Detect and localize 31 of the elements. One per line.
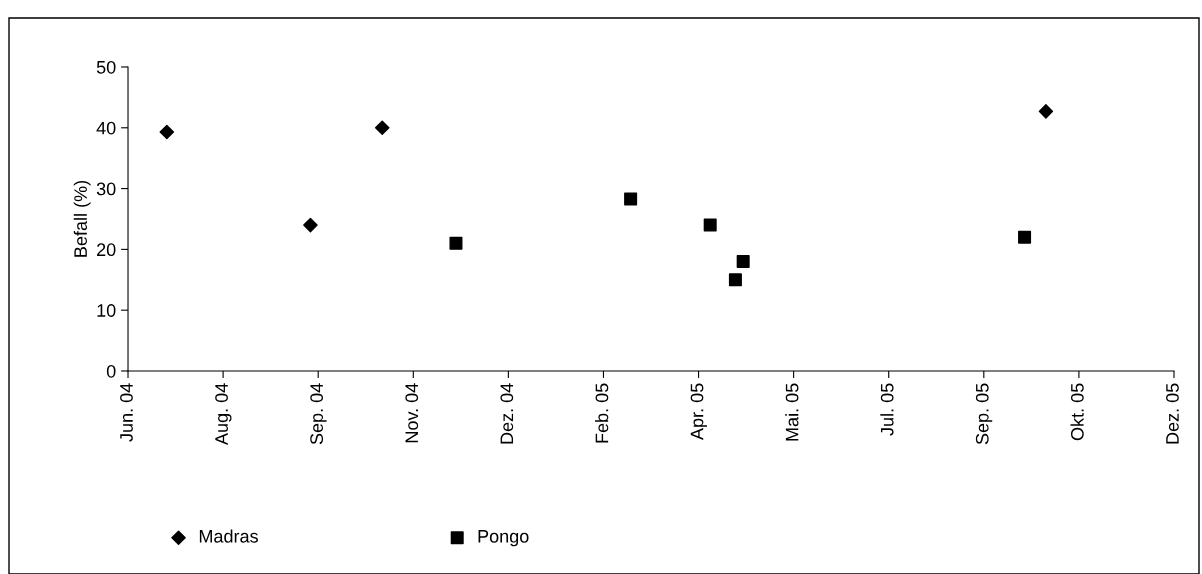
point xyxy=(303,217,318,233)
point xyxy=(159,124,175,140)
point xyxy=(1038,104,1054,119)
x-tick-label: Sep. 05 xyxy=(975,383,993,445)
x-tick-label: Nov. 04 xyxy=(405,383,419,443)
y-tick-label: 20 xyxy=(97,243,116,257)
y-tick-label: 10 xyxy=(97,304,116,317)
x-tick-label: Okt. 05 xyxy=(1070,383,1084,441)
x-tick-label: Dez. 04 xyxy=(500,383,514,444)
x-tick-label: Sep. 04 xyxy=(310,383,327,445)
y-axis-title: Befall (%) xyxy=(73,180,91,257)
point xyxy=(703,218,717,232)
legend-label: Pongo xyxy=(478,530,529,547)
x-tick-label: Jun. 04 xyxy=(120,383,133,442)
y-tick-label: 40 xyxy=(96,121,116,135)
x-tick-label: Jul. 05 xyxy=(880,383,894,436)
point xyxy=(449,236,463,250)
x-tick-label: Apr. 05 xyxy=(690,383,707,440)
x-tick-label: Aug. 04 xyxy=(215,383,232,445)
point xyxy=(736,255,750,269)
x-tick-label: Feb. 05 xyxy=(595,383,609,443)
x-tick-label: Mai. 05 xyxy=(785,383,799,441)
point xyxy=(374,120,390,136)
y-tick-label: 0 xyxy=(106,364,116,378)
point xyxy=(1018,230,1032,244)
point xyxy=(728,273,742,287)
y-tick-label: 50 xyxy=(96,60,116,74)
legend-label: Madras xyxy=(199,529,258,543)
y-tick-label: 30 xyxy=(96,182,116,196)
x-tick-label: Dez. 05 xyxy=(1166,383,1179,444)
point xyxy=(624,192,638,206)
